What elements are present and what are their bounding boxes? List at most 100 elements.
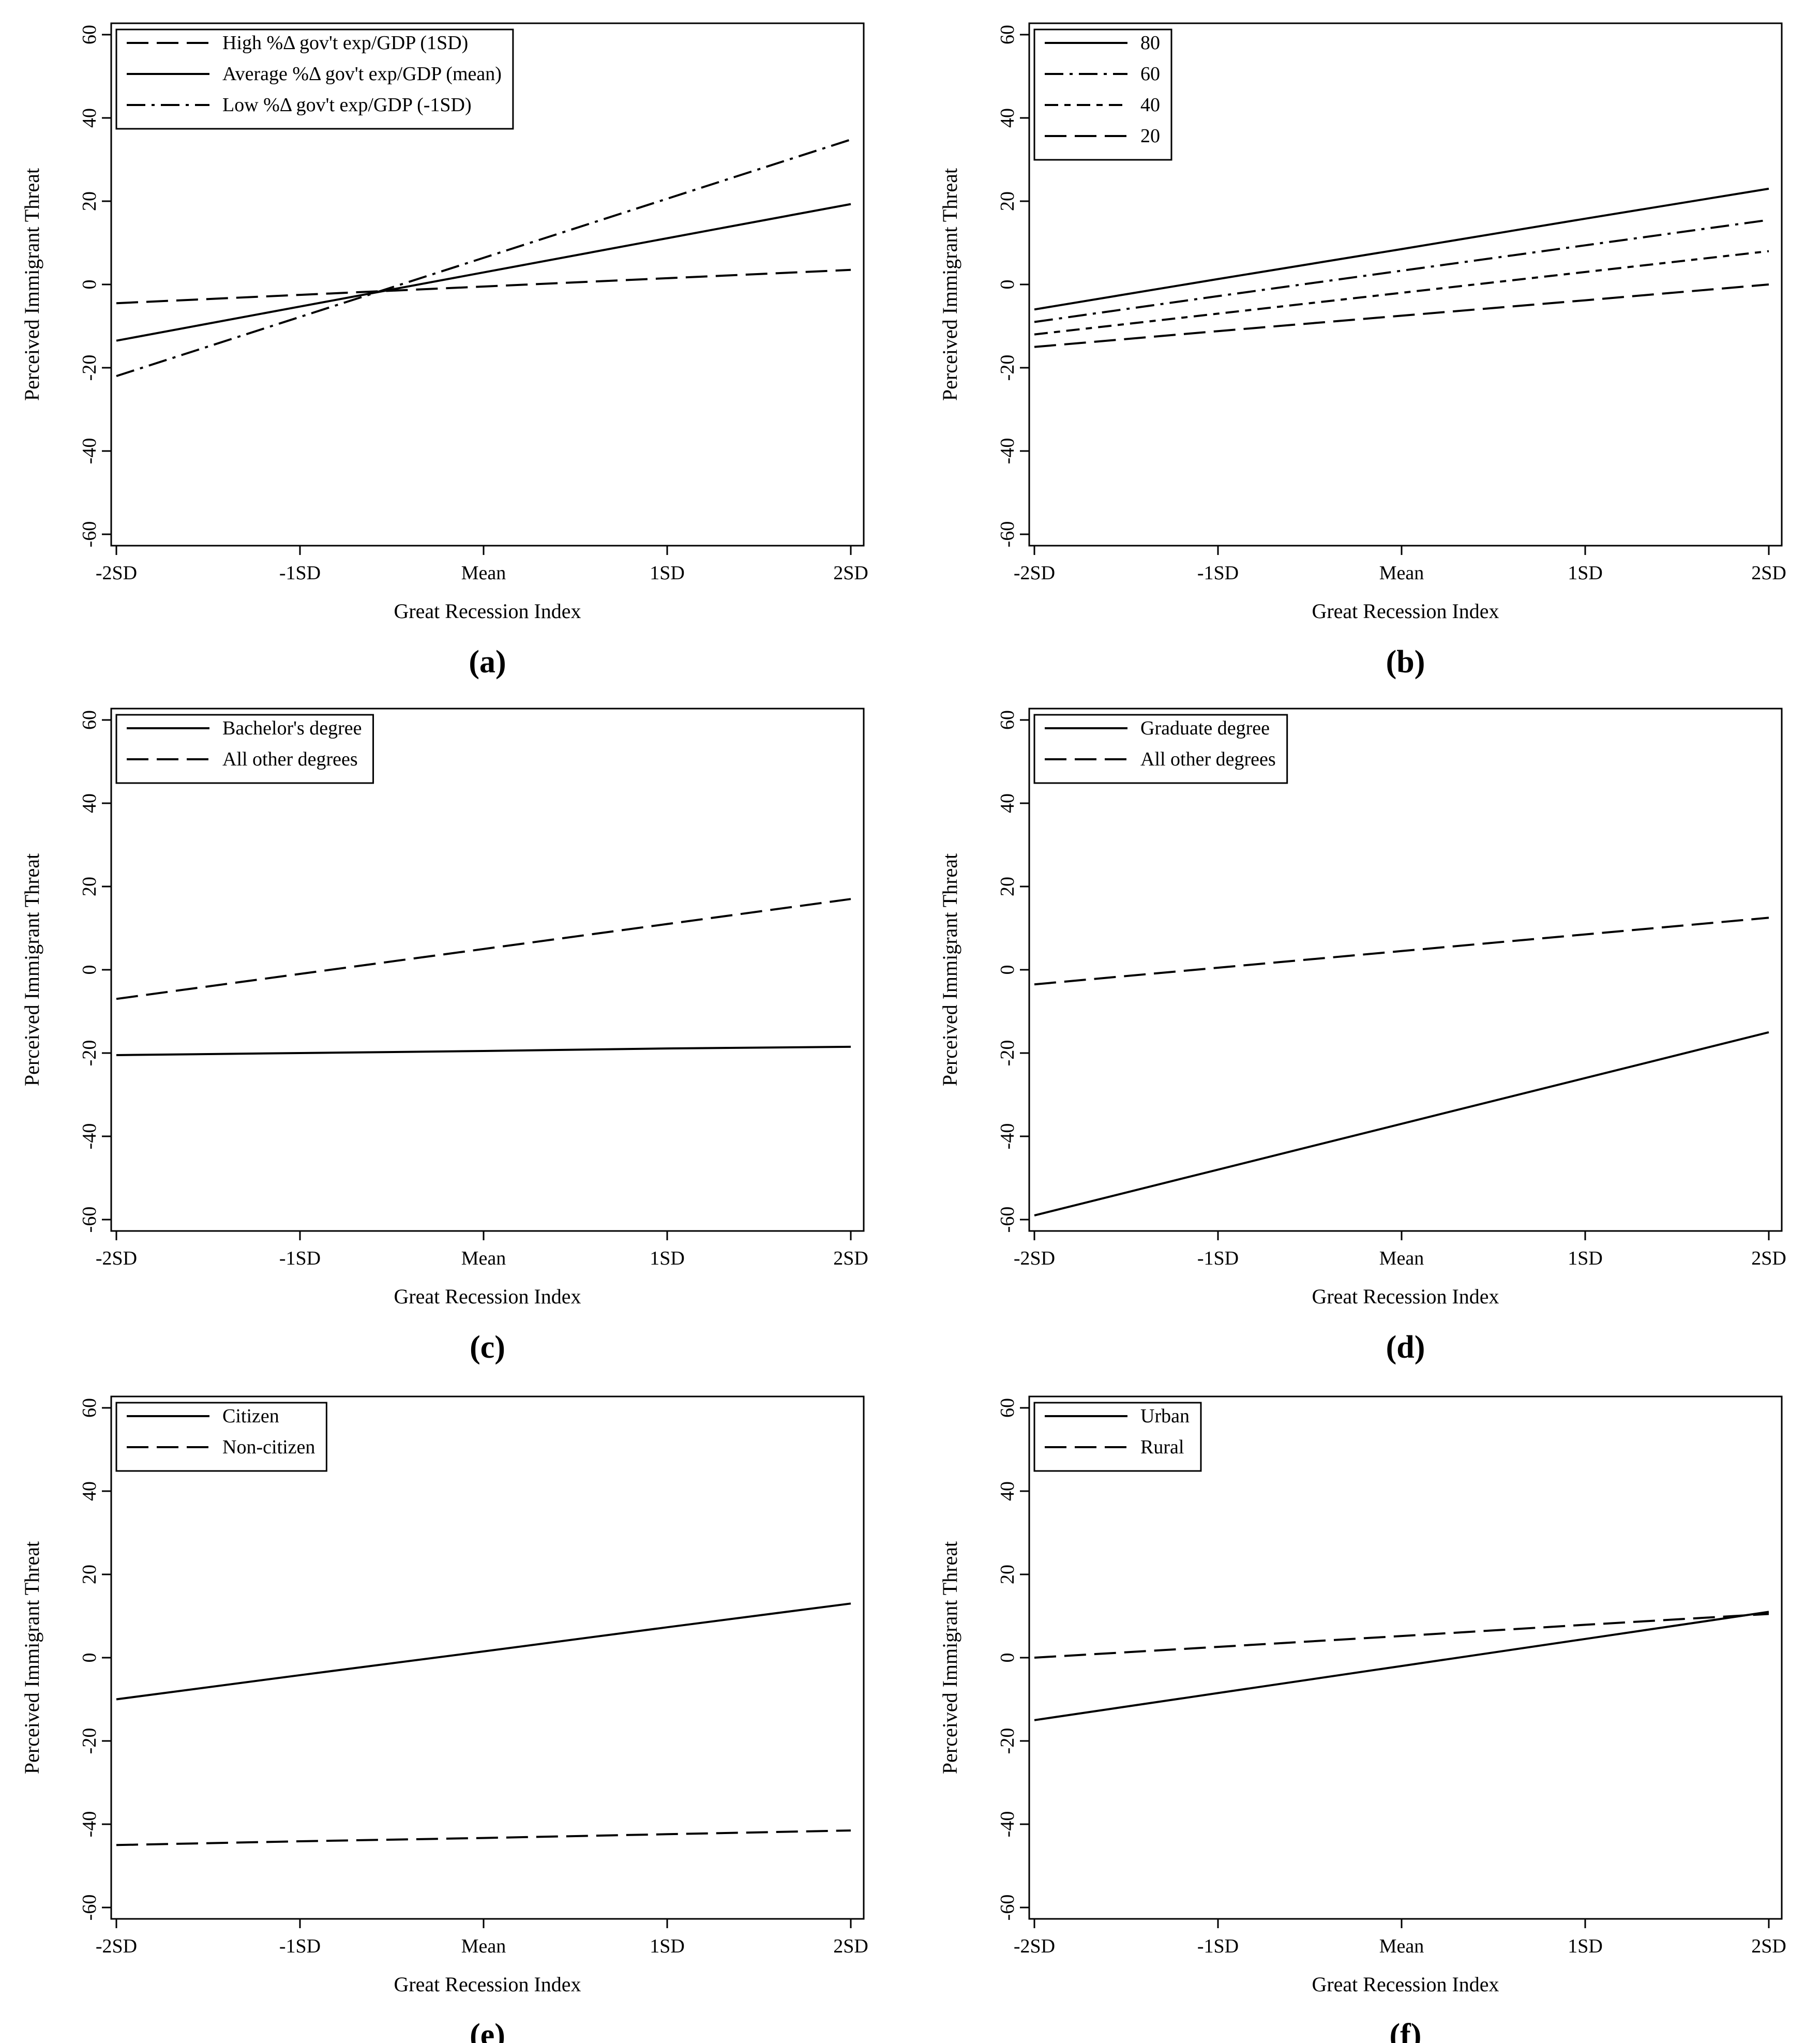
y-tick-label: 20 [79, 877, 100, 896]
plot-frame [1028, 708, 1783, 1232]
chart-panel-4: 60 40 20 0 -20 -40 -60 -2SD -1SD Mean 1SD 2SD Great … [20, 1395, 868, 2043]
y-axis-title: Perceived Immigrant Threat [938, 853, 961, 1086]
chart-panel-1: 60 40 20 0 -20 -40 -60 -2SD -1SD Mean 1SD 2SD Great … [938, 22, 1786, 680]
legend: Citizen Non-citizen [115, 1402, 327, 1472]
legend-box [1033, 1402, 1202, 1472]
y-tick-label: 40 [79, 1481, 100, 1501]
series-line-0 [116, 1602, 851, 1701]
series-line-0 [1034, 1031, 1769, 1216]
legend-label: Non-citizen [222, 1436, 315, 1458]
y-tick-label: -60 [79, 521, 100, 548]
panel-label: (f) [1390, 2018, 1422, 2043]
y-axis-title: Perceived Immigrant Threat [20, 1541, 43, 1774]
y-tick-label: 20 [997, 191, 1018, 211]
y-axis-title: Perceived Immigrant Threat [20, 853, 43, 1086]
legend-box [115, 28, 514, 130]
x-tick-label: 1SD [650, 1935, 685, 1957]
series-line-0 [1034, 1611, 1769, 1721]
x-axis-title: Great Recession Index [1312, 1973, 1499, 1996]
y-tick-label: 40 [997, 108, 1018, 128]
x-axis-title: Great Recession Index [394, 1285, 581, 1308]
legend-label: Urban [1140, 1405, 1190, 1427]
legend-label: All other degrees [1140, 748, 1276, 770]
y-tick-label: 20 [997, 1565, 1018, 1584]
legend-label: Average %Δ gov't exp/GDP (mean) [222, 63, 502, 85]
y-tick-label: -20 [79, 355, 100, 381]
panel-label: (c) [470, 1330, 505, 1365]
y-tick-label: 60 [79, 710, 100, 730]
x-tick-label: 1SD [650, 562, 685, 584]
panel-label: (d) [1386, 1330, 1425, 1365]
chart-panel-5: 60 40 20 0 -20 -40 -60 -2SD -1SD Mean 1SD 2SD Great … [938, 1395, 1786, 2043]
x-tick-label: Mean [1379, 562, 1424, 584]
x-tick-label: -2SD [96, 1935, 137, 1957]
plot-frame [110, 708, 865, 1232]
panel-label: (b) [1386, 644, 1425, 680]
legend-box [1033, 28, 1172, 161]
x-tick-label: Mean [461, 562, 506, 584]
y-tick-label: 40 [997, 1481, 1018, 1501]
y-tick-label: -40 [79, 1123, 100, 1150]
x-tick-label: -1SD [1197, 1248, 1239, 1269]
panel-label: (e) [470, 2018, 505, 2043]
y-tick-label: -40 [997, 438, 1018, 464]
y-axis-title: Perceived Immigrant Threat [20, 168, 43, 401]
panel-label: (a) [469, 644, 506, 680]
legend-label: Low %Δ gov't exp/GDP (-1SD) [222, 94, 472, 116]
x-tick-label: Mean [461, 1248, 506, 1269]
x-axis-title: Great Recession Index [394, 599, 581, 623]
chart-panel-0: 60 40 20 0 -20 -40 -60 -2SD -1SD Mean 1SD 2SD Great … [20, 22, 868, 680]
y-tick-label: 20 [79, 191, 100, 211]
series-line-1 [1034, 1613, 1769, 1659]
y-tick-label: 0 [997, 965, 1018, 975]
legend-label: All other degrees [222, 748, 358, 770]
x-tick-label: Mean [461, 1935, 506, 1957]
legend: Bachelor's degree All other degrees [115, 714, 374, 784]
y-tick-label: -40 [79, 1811, 100, 1838]
y-tick-label: 20 [79, 1565, 100, 1584]
y-tick-label: 60 [79, 25, 100, 44]
x-tick-label: 2SD [1751, 1248, 1786, 1269]
legend-label: 80 [1140, 32, 1160, 54]
x-tick-label: -2SD [96, 1248, 137, 1269]
x-tick-label: 1SD [1568, 562, 1603, 584]
x-tick-label: 2SD [1751, 1935, 1786, 1957]
series-line-2 [116, 138, 851, 378]
x-tick-label: 2SD [833, 1935, 868, 1957]
legend-label: 60 [1140, 63, 1160, 85]
y-tick-label: 40 [79, 108, 100, 128]
y-tick-label: 0 [997, 280, 1018, 290]
chart-panel-2: 60 40 20 0 -20 -40 -60 -2SD -1SD Mean 1SD 2SD Great … [20, 708, 868, 1365]
legend: Graduate degree All other degrees [1033, 714, 1288, 784]
x-axis-title: Great Recession Index [394, 1973, 581, 1996]
y-tick-label: 0 [997, 1653, 1018, 1663]
series-line-2 [1034, 250, 1769, 336]
y-tick-label: -60 [79, 1895, 100, 1921]
series-line-1 [116, 898, 851, 1000]
y-tick-label: 0 [79, 965, 100, 975]
series-line-0 [116, 268, 851, 305]
x-axis-title: Great Recession Index [1312, 1285, 1499, 1308]
series-line-0 [1034, 187, 1769, 311]
x-tick-label: -1SD [1197, 1935, 1239, 1957]
legend-box [1033, 714, 1288, 784]
x-tick-label: 1SD [650, 1248, 685, 1269]
x-tick-label: -2SD [1014, 1248, 1055, 1269]
y-tick-label: -20 [79, 1040, 100, 1066]
legend: High %Δ gov't exp/GDP (1SD) Average %Δ go… [115, 28, 514, 130]
legend-label: 20 [1140, 125, 1160, 147]
x-tick-label: 1SD [1568, 1935, 1603, 1957]
y-tick-label: -40 [997, 1123, 1018, 1150]
y-tick-label: 60 [79, 1398, 100, 1418]
y-tick-label: -20 [997, 1040, 1018, 1066]
x-tick-label: -1SD [279, 562, 321, 584]
x-tick-label: -1SD [1197, 562, 1239, 584]
plot-frame [1028, 1395, 1783, 1920]
series-line-1 [116, 1829, 851, 1846]
plot-frame [110, 1395, 865, 1920]
y-tick-label: -20 [997, 1728, 1018, 1754]
x-tick-label: Mean [1379, 1248, 1424, 1269]
y-tick-label: -20 [79, 1728, 100, 1754]
y-tick-label: 60 [997, 710, 1018, 730]
